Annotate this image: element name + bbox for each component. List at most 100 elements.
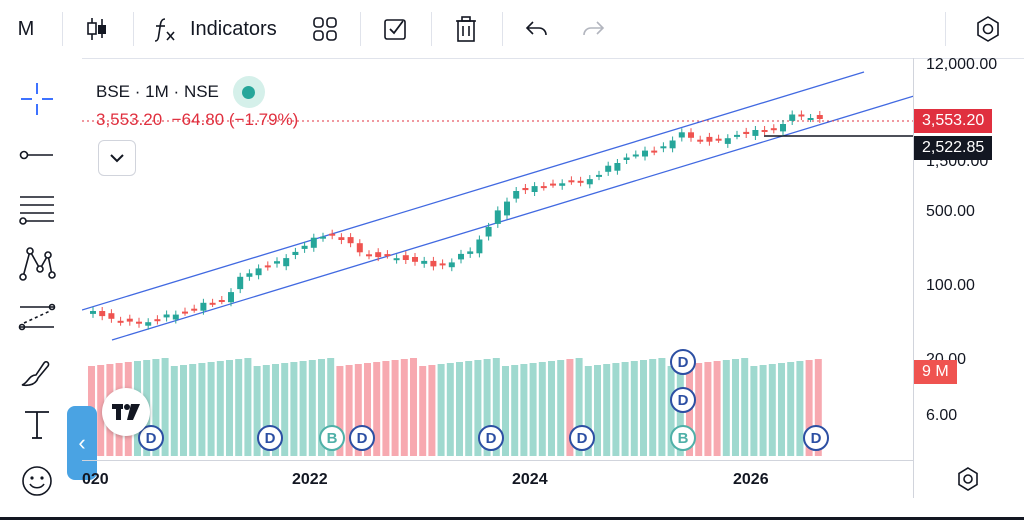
indicators-label: Indicators — [190, 17, 277, 40]
market-status-indicator[interactable] — [232, 76, 265, 108]
volume-bar — [456, 362, 463, 456]
candle-body — [807, 118, 814, 120]
candle-body — [614, 163, 621, 171]
candle-body — [513, 191, 520, 199]
legend-change: −64.80 — [171, 110, 225, 129]
candle-body — [329, 233, 336, 236]
templates-button[interactable] — [306, 8, 344, 50]
redo-icon — [583, 21, 605, 36]
volume-bar — [594, 365, 601, 456]
crosshair-tool[interactable] — [14, 76, 60, 122]
price-tick: 100.00 — [926, 277, 975, 294]
volume-bar — [198, 363, 206, 456]
candle-body — [761, 130, 768, 132]
volume-bar — [814, 359, 822, 456]
candle-body — [283, 258, 290, 267]
volume-bar — [465, 361, 473, 456]
crosshair-price-tag: 2,522.85 — [914, 136, 993, 160]
side-panel-toggle[interactable]: ‹ — [67, 406, 97, 480]
last-price-tag: 3,553.20 — [914, 109, 993, 133]
settings-icon — [958, 467, 978, 491]
candles-icon — [87, 18, 106, 40]
volume-bar — [704, 362, 712, 456]
top-toolbar: M Indicators — [0, 0, 1024, 59]
candle-body — [559, 183, 566, 186]
pattern-tool[interactable] — [14, 240, 60, 286]
candle-body — [163, 314, 170, 318]
dividend-badge[interactable]: D — [670, 349, 696, 375]
settings-icon — [977, 16, 999, 42]
dividend-badge[interactable]: D — [670, 387, 696, 413]
toolbar-divider — [62, 12, 63, 46]
delete-button[interactable] — [447, 8, 485, 50]
volume-bar — [161, 358, 169, 456]
volume-bar — [97, 365, 105, 456]
bonus-badge[interactable]: B — [319, 425, 345, 451]
dividend-badge[interactable]: D — [349, 425, 375, 451]
trendline-tool[interactable] — [14, 132, 60, 178]
undo-button[interactable] — [518, 8, 556, 50]
dividend-badge[interactable]: D — [257, 425, 283, 451]
candle-body — [393, 258, 400, 261]
tradingview-logo[interactable] — [102, 388, 150, 436]
volume-bar — [713, 361, 721, 456]
time-label: 2024 — [512, 471, 548, 488]
volume-bar — [373, 362, 381, 456]
volume-bar — [290, 362, 298, 456]
time-axis[interactable]: 020 2022 2024 2026 — [82, 460, 914, 499]
symbol-button[interactable]: M — [8, 8, 44, 50]
candle-body — [504, 201, 510, 216]
brush-tool[interactable] — [14, 350, 60, 396]
trendline-icon — [19, 150, 53, 160]
dividend-badge[interactable]: D — [569, 425, 595, 451]
emoji-icon — [22, 466, 52, 496]
settings-button[interactable] — [968, 8, 1008, 50]
price-axis[interactable]: 12,000.00 1,500.00 500.00 100.00 20.00 6… — [913, 56, 1024, 498]
volume-bar — [189, 364, 197, 456]
redo-button[interactable] — [574, 8, 612, 50]
volume-bar — [364, 363, 371, 456]
volume-bar — [796, 361, 804, 456]
candle-body — [145, 322, 152, 326]
volume-bar — [446, 363, 454, 456]
candle-body — [734, 134, 740, 137]
toolbar-divider — [133, 12, 134, 46]
dividend-badge[interactable]: D — [478, 425, 504, 451]
volume-bar — [695, 363, 703, 456]
legend-interval: 1M — [145, 82, 169, 101]
candle-body — [191, 308, 198, 311]
time-label: 2026 — [733, 471, 769, 488]
volume-bar — [805, 360, 813, 456]
candle-body — [448, 262, 455, 268]
legend-collapse-button[interactable] — [98, 140, 136, 176]
tradingview-logo-icon — [112, 404, 140, 420]
candle-body — [255, 268, 262, 276]
dividend-badge[interactable]: D — [803, 425, 829, 451]
axis-settings-button[interactable] — [955, 466, 981, 497]
price-tick: 500.00 — [926, 203, 975, 220]
candle-body — [99, 311, 106, 317]
candle-body — [347, 237, 354, 244]
measure-tool[interactable] — [14, 294, 60, 340]
candle-body — [218, 300, 225, 302]
candle-body — [715, 138, 722, 141]
alert-button[interactable] — [376, 8, 414, 50]
candle-body — [366, 254, 372, 257]
candle-body — [108, 313, 115, 319]
volume-bar — [575, 358, 583, 456]
chart-type-button[interactable] — [78, 8, 116, 50]
fib-tool[interactable] — [14, 186, 60, 232]
volume-bar — [318, 359, 325, 456]
candle-body — [375, 252, 382, 258]
candle-body — [301, 245, 308, 249]
volume-bar — [787, 362, 795, 456]
candle-body — [688, 132, 694, 138]
text-tool[interactable] — [14, 402, 60, 448]
indicators-button[interactable]: Indicators — [150, 8, 290, 50]
volume-bar — [170, 366, 178, 456]
fib-icon — [19, 196, 54, 225]
bonus-badge[interactable]: B — [670, 425, 696, 451]
emoji-tool[interactable] — [14, 458, 60, 504]
candle-body — [743, 131, 750, 134]
candle-body — [154, 319, 161, 322]
